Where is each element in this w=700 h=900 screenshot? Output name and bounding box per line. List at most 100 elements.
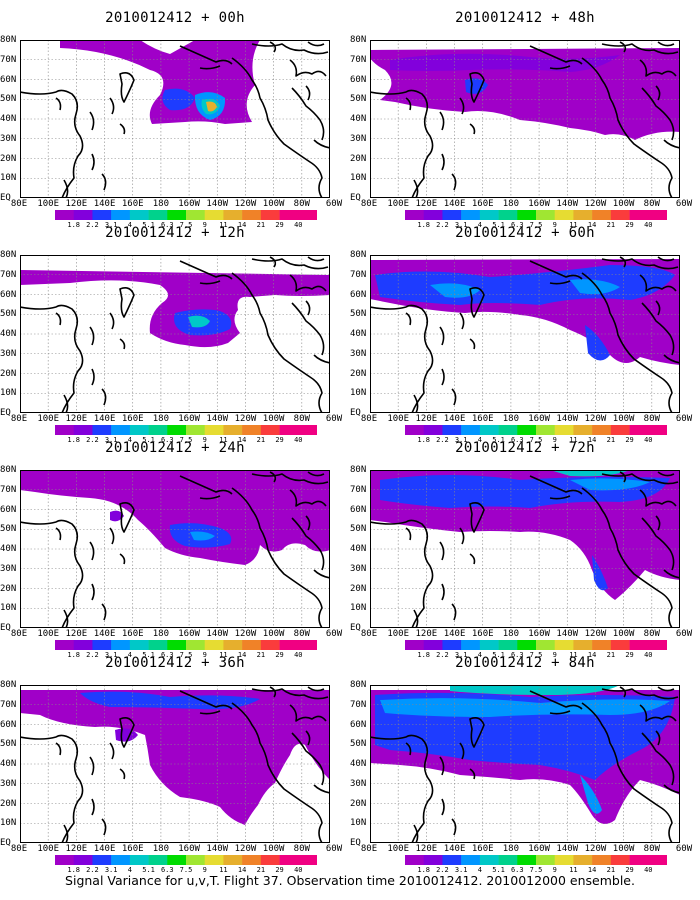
- lon-label: 160E: [121, 414, 144, 424]
- coastline: [119, 123, 126, 135]
- colorbar-swatch: [610, 425, 630, 435]
- colorbar-label: 7.5: [529, 866, 543, 874]
- colorbar-label: 7.5: [179, 436, 193, 444]
- colorbar-label: 29: [275, 436, 284, 444]
- coastline: [119, 287, 135, 318]
- colorbar-swatch: [554, 640, 574, 650]
- colorbar-swatch: [629, 210, 649, 220]
- lon-label: 100W: [612, 629, 635, 639]
- coastline: [655, 515, 661, 531]
- panel-title: 2010012412 + 12h: [105, 225, 245, 241]
- colorbar-swatch: [298, 640, 317, 650]
- coastline: [89, 326, 95, 346]
- coastline: [619, 256, 627, 268]
- coastline: [179, 45, 233, 65]
- lon-label: 80W: [643, 414, 660, 424]
- colorbar-swatch: [517, 210, 537, 220]
- colorbar-swatch: [55, 210, 75, 220]
- colorbar: [55, 210, 317, 220]
- colorbar-swatch: [536, 210, 556, 220]
- colorbar-swatch: [260, 425, 280, 435]
- lat-label: 60N: [0, 74, 17, 85]
- coastline: [405, 527, 412, 541]
- colorbar-swatch: [554, 210, 574, 220]
- colorbar-swatch: [554, 425, 574, 435]
- lon-label: 80E: [360, 199, 378, 209]
- lon-label: 80W: [293, 414, 310, 424]
- lon-label: 160E: [121, 629, 144, 639]
- coastline: [55, 312, 62, 326]
- coastline: [529, 690, 583, 710]
- colorbar-swatch: [498, 855, 518, 865]
- colorbar-swatch: [592, 640, 612, 650]
- coastline: [441, 153, 445, 171]
- lat-label: 80N: [0, 35, 17, 45]
- colorbar-label: 7.5: [179, 651, 193, 659]
- coastline: [231, 57, 323, 198]
- colorbar-swatch: [442, 640, 462, 650]
- coastline: [109, 97, 115, 115]
- colorbar-swatch: [73, 210, 93, 220]
- coastline: [370, 89, 434, 198]
- colorbar-swatch: [442, 210, 462, 220]
- lon-label: 140E: [443, 199, 466, 209]
- lon-label: 80W: [293, 199, 310, 209]
- colorbar-swatch: [242, 855, 262, 865]
- colorbar-swatch: [461, 210, 481, 220]
- colorbar-label: 5.1: [142, 436, 155, 444]
- lon-label: 140W: [206, 629, 229, 639]
- lat-label: EQ: [0, 838, 11, 848]
- colorbar-label: 9: [202, 221, 207, 229]
- variance-region: [20, 470, 330, 565]
- colorbar-label: 4: [477, 436, 482, 444]
- colorbar-label: 3.1: [104, 221, 118, 229]
- coastline: [469, 338, 476, 350]
- colorbar-label: 40: [294, 651, 303, 659]
- coastline: [663, 139, 680, 149]
- coastline: [63, 394, 69, 413]
- coastline: [451, 173, 457, 191]
- variance-region: [20, 270, 330, 348]
- lat-label: 50N: [0, 524, 17, 535]
- colorbar-swatch: [648, 210, 667, 220]
- coastline: [291, 302, 325, 356]
- lat-label: 40N: [0, 544, 17, 554]
- coastline: [179, 260, 233, 280]
- coastline: [119, 717, 135, 748]
- lon-label: 100E: [387, 414, 410, 424]
- coastline: [663, 569, 680, 579]
- colorbar-label: 9: [552, 651, 557, 659]
- colorbar-swatch: [204, 210, 224, 220]
- lon-label: 160W: [178, 629, 200, 639]
- colorbar-swatch: [223, 855, 243, 865]
- colorbar-label: 5.1: [142, 221, 155, 229]
- colorbar-swatch: [536, 855, 556, 865]
- coastline: [101, 173, 107, 191]
- colorbar-swatch: [204, 855, 224, 865]
- lon-label: 120W: [584, 844, 607, 854]
- coastline: [529, 475, 583, 495]
- colorbar-label: 6.3: [160, 436, 174, 444]
- coastline: [549, 65, 571, 70]
- colorbar-swatch: [167, 640, 187, 650]
- lon-label: 140E: [93, 199, 116, 209]
- coastline: [601, 473, 679, 485]
- lat-label: 60N: [350, 74, 367, 85]
- lat-label: 20N: [350, 368, 367, 379]
- colorbar-swatch: [279, 640, 299, 650]
- colorbar-swatch: [629, 425, 649, 435]
- lon-label: 80W: [293, 844, 310, 854]
- lon-label: 100W: [262, 199, 285, 209]
- coastline: [641, 87, 675, 141]
- coastline: [289, 274, 327, 292]
- colorbar-label: 2.2: [86, 866, 99, 874]
- coastline: [305, 515, 311, 531]
- colorbar-swatch: [204, 425, 224, 435]
- lon-label: 60W: [325, 844, 343, 854]
- coastline: [179, 690, 233, 710]
- colorbar-label: 7.5: [529, 651, 543, 659]
- coastline: [439, 111, 445, 131]
- lon-label: 160W: [178, 199, 200, 209]
- lon-label: 160W: [528, 844, 550, 854]
- variance-map: [370, 470, 680, 628]
